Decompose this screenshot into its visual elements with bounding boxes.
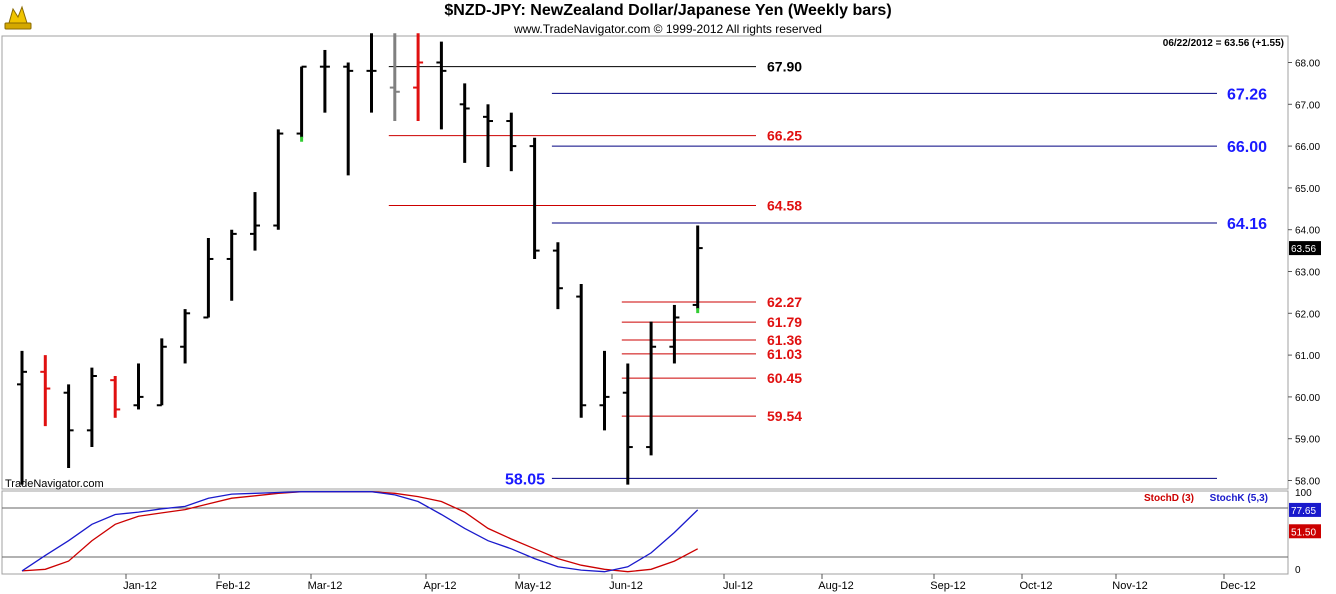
ohlc-bar bbox=[226, 229, 237, 301]
ohlc-bar bbox=[389, 33, 400, 122]
level-label-59.54: 59.54 bbox=[767, 408, 802, 424]
stoch-value-label: 51.50 bbox=[1291, 527, 1316, 538]
y-tick-label: 64.00 bbox=[1295, 226, 1320, 237]
level-label-60.45: 60.45 bbox=[767, 370, 802, 386]
ohlc-bar bbox=[296, 65, 307, 142]
current-price-tag bbox=[1289, 241, 1321, 256]
level-label-66.25: 66.25 bbox=[767, 128, 802, 144]
y-tick-label: 58.00 bbox=[1295, 477, 1320, 488]
y-tick-label: 63.00 bbox=[1295, 268, 1320, 279]
stochastic-panel-frame bbox=[1, 490, 1289, 575]
y-tick-label: 61.00 bbox=[1295, 351, 1320, 362]
last-quote-text: 06/22/2012 = 63.56 (+1.55) bbox=[1163, 38, 1284, 49]
ohlc-bar bbox=[436, 41, 447, 130]
ohlc-bar bbox=[86, 367, 97, 448]
y-tick-label: 62.00 bbox=[1295, 309, 1320, 320]
level-label-64.16: 64.16 bbox=[1227, 216, 1267, 233]
x-tick-label: Oct-12 bbox=[1019, 580, 1052, 592]
stoch-value-tag bbox=[1289, 502, 1321, 517]
stoch-y-tick-label: 100 bbox=[1295, 488, 1312, 499]
y-tick-label: 67.00 bbox=[1295, 100, 1320, 111]
stoch-line-d bbox=[21, 491, 699, 573]
ohlc-bar bbox=[63, 384, 74, 468]
ohlc-bar bbox=[17, 350, 27, 485]
chart-title: $NZD-JPY: NewZealand Dollar/Japanese Yen… bbox=[444, 2, 892, 19]
trade-navigator-logo-icon bbox=[4, 5, 32, 30]
ohlc-bar bbox=[133, 363, 144, 410]
y-tick-label: 68.00 bbox=[1295, 59, 1320, 70]
current-price-label: 63.56 bbox=[1291, 244, 1316, 255]
x-tick-label: Aug-12 bbox=[818, 580, 853, 592]
ohlc-bar bbox=[483, 104, 493, 167]
ohlc-bar bbox=[459, 83, 470, 163]
legend-stochd: StochD (3) bbox=[1144, 493, 1194, 504]
ohlc-bar bbox=[250, 192, 260, 251]
watermark-text: TradeNavigator.com bbox=[5, 478, 104, 490]
ohlc-bar bbox=[343, 62, 354, 176]
level-label-64.58: 64.58 bbox=[767, 197, 802, 213]
level-label-61.79: 61.79 bbox=[767, 314, 802, 330]
stoch-value-label: 77.65 bbox=[1291, 506, 1316, 517]
x-tick-label: Mar-12 bbox=[308, 580, 343, 592]
copyright-text: www.TradeNavigator.com © 1999-2012 All r… bbox=[514, 22, 822, 36]
x-tick-label: Sep-12 bbox=[930, 580, 965, 592]
ohlc-bar bbox=[646, 321, 657, 456]
ohlc-bar bbox=[552, 242, 563, 310]
bar-marker bbox=[696, 308, 700, 314]
ohlc-bar bbox=[273, 129, 284, 230]
y-tick-label: 60.00 bbox=[1295, 393, 1320, 404]
y-tick-label: 59.00 bbox=[1295, 435, 1320, 446]
stoch-y-tick-label: 0 bbox=[1295, 565, 1301, 576]
x-tick-label: Apr-12 bbox=[423, 580, 456, 592]
x-tick-label: Jan-12 bbox=[123, 580, 157, 592]
ohlc-bar bbox=[203, 238, 214, 319]
level-label-61.36: 61.36 bbox=[767, 332, 802, 348]
ohlc-bar bbox=[110, 376, 121, 418]
level-label-67.26: 67.26 bbox=[1227, 86, 1267, 103]
ohlc-bar bbox=[529, 137, 540, 259]
ohlc-bar bbox=[669, 304, 680, 364]
level-label-62.27: 62.27 bbox=[767, 294, 802, 310]
ohlc-bar bbox=[413, 33, 424, 122]
y-tick-label: 66.00 bbox=[1295, 142, 1320, 153]
ohlc-bar bbox=[319, 49, 330, 113]
bar-marker bbox=[300, 136, 304, 142]
level-label-67.90: 67.90 bbox=[767, 59, 802, 75]
ohlc-bar bbox=[366, 33, 377, 113]
stoch-line-k bbox=[21, 491, 699, 573]
x-tick-label: Jun-12 bbox=[609, 580, 643, 592]
ohlc-bar bbox=[156, 338, 167, 407]
legend-stochk: StochK (5,3) bbox=[1210, 493, 1268, 504]
stoch-value-tag bbox=[1289, 524, 1321, 539]
x-tick-label: Nov-12 bbox=[1112, 580, 1147, 592]
x-tick-label: Dec-12 bbox=[1220, 580, 1255, 592]
level-label-61.03: 61.03 bbox=[767, 346, 802, 362]
ohlc-bar bbox=[692, 225, 703, 314]
ohlc-bar bbox=[599, 350, 610, 431]
x-tick-label: Feb-12 bbox=[216, 580, 251, 592]
x-tick-label: Jul-12 bbox=[723, 580, 753, 592]
ohlc-bar bbox=[40, 355, 51, 427]
ohlc-bar bbox=[576, 284, 587, 418]
price-panel-frame bbox=[1, 35, 1289, 490]
ohlc-bar bbox=[180, 309, 191, 364]
level-label-66.00: 66.00 bbox=[1227, 139, 1267, 156]
y-tick-label: 65.00 bbox=[1295, 184, 1320, 195]
ohlc-bar bbox=[506, 112, 517, 172]
ohlc-bar bbox=[622, 363, 633, 485]
level-label-58.05: 58.05 bbox=[505, 471, 545, 488]
x-tick-label: May-12 bbox=[515, 580, 552, 592]
